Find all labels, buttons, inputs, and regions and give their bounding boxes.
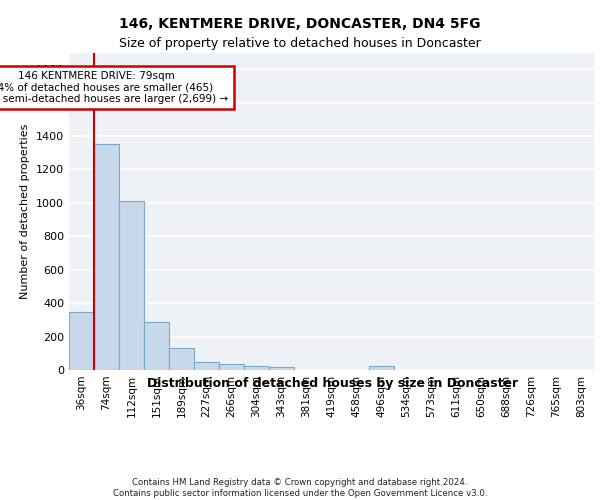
Bar: [219, 364, 244, 370]
Bar: [244, 366, 269, 370]
Text: Distribution of detached houses by size in Doncaster: Distribution of detached houses by size …: [148, 378, 518, 390]
Text: Size of property relative to detached houses in Doncaster: Size of property relative to detached ho…: [119, 38, 481, 51]
Bar: [119, 201, 144, 370]
Text: 146 KENTMERE DRIVE: 79sqm
← 14% of detached houses are smaller (465)
84% of semi: 146 KENTMERE DRIVE: 79sqm ← 14% of detac…: [0, 71, 229, 104]
Bar: [194, 362, 219, 370]
Bar: [169, 348, 194, 370]
Bar: [144, 322, 169, 370]
Bar: [269, 367, 294, 370]
Y-axis label: Number of detached properties: Number of detached properties: [20, 124, 31, 299]
Text: Contains HM Land Registry data © Crown copyright and database right 2024.
Contai: Contains HM Land Registry data © Crown c…: [113, 478, 487, 498]
Text: 146, KENTMERE DRIVE, DONCASTER, DN4 5FG: 146, KENTMERE DRIVE, DONCASTER, DN4 5FG: [119, 18, 481, 32]
Bar: [69, 312, 94, 370]
Bar: [369, 366, 394, 370]
Bar: [94, 144, 119, 370]
